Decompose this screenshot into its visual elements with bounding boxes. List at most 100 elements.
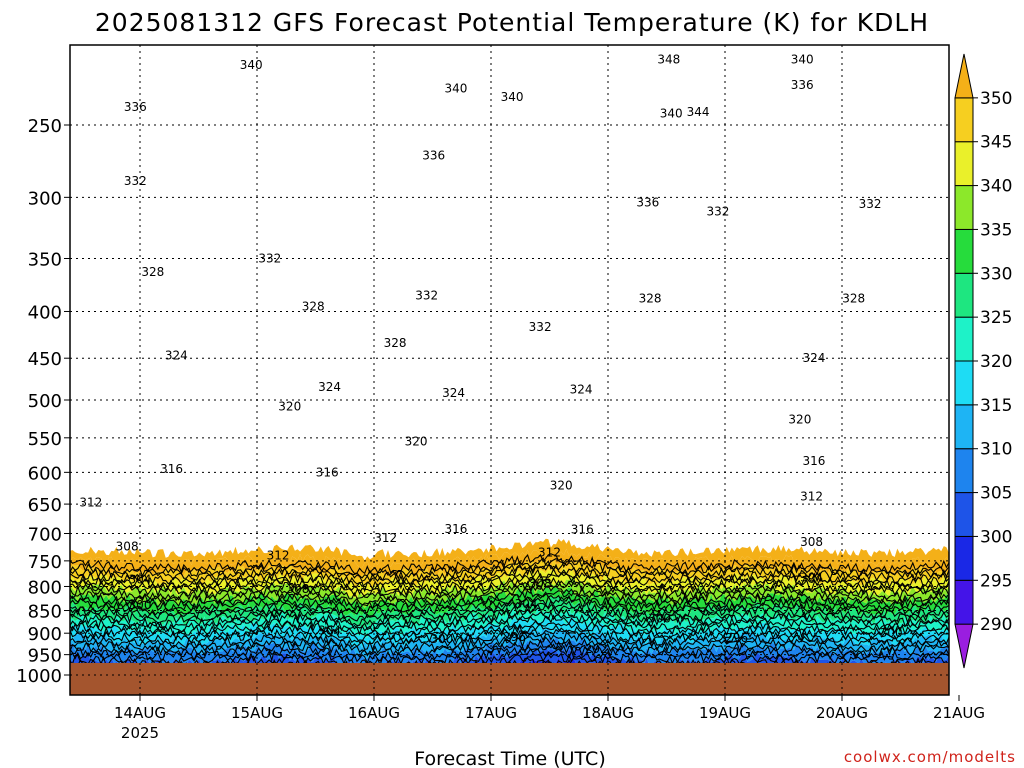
contour-label: 336 (124, 100, 147, 114)
contour-label: 300 (648, 611, 671, 625)
contour-label: 320 (278, 399, 301, 413)
contour-label: 324 (570, 383, 593, 397)
contour-line (70, 560, 949, 583)
contour-label: 340 (444, 81, 467, 95)
contour-label: 344 (687, 105, 710, 119)
y-tick-label: 950 (28, 646, 62, 667)
contour-line (70, 638, 949, 665)
contour-label: 292 (585, 642, 608, 656)
x-axis: 14AUG 2025 15AUG 16AUG 17AUG 18AUG 19AUG 20AUG 2… (114, 695, 985, 742)
colorbar-label: 290 (980, 615, 1012, 635)
contour-label: 332 (124, 174, 147, 188)
chart-title: 2025081312 GFS Forecast Potential Temper… (95, 8, 929, 37)
contour-label: 316 (316, 465, 339, 479)
color-band (70, 559, 949, 589)
colorbar-label: 335 (980, 220, 1012, 240)
colorbar-label: 305 (980, 484, 1012, 504)
contour-label: 296 (725, 631, 748, 645)
y-tick-label: 550 (28, 429, 62, 450)
contour-label: 336 (422, 149, 445, 163)
x-tick-label: 16AUG (348, 704, 400, 722)
contour-label: 340 (240, 58, 263, 72)
y-tick-label: 650 (28, 495, 62, 516)
y-tick-label: 600 (28, 463, 62, 484)
colorbar-swatch (954, 185, 974, 230)
plot-frame (69, 44, 950, 696)
contour-label: 328 (639, 291, 662, 305)
colorbar-swatch (954, 228, 974, 274)
contour-labels: 340 340 340 348 340 336 340 344 336 328 332 336 336 3… (41, 53, 903, 656)
ground-layer (70, 663, 949, 695)
colorbar-swatch (954, 448, 974, 494)
x-tick-sublabel: 2025 (121, 724, 159, 742)
credit-link[interactable]: coolwx.com/modelts (844, 748, 1016, 766)
contour-label: 304 (800, 570, 823, 584)
contour-label: 340 (791, 53, 814, 67)
contour-label: 324 (442, 386, 465, 400)
color-band (70, 538, 949, 568)
y-tick-label: 750 (28, 552, 62, 573)
contour-label: 328 (302, 299, 325, 313)
y-tick-label: 900 (28, 624, 62, 645)
contour-label: 300 (430, 632, 453, 646)
y-tick-label: 400 (28, 302, 62, 323)
contour-label: 320 (405, 434, 428, 448)
contour-label: 328 (141, 265, 164, 279)
contour-label: 332 (859, 197, 882, 211)
colorbar-label: 325 (980, 308, 1012, 328)
contour-line (70, 553, 949, 575)
contour-label: 336 (636, 196, 659, 210)
contour-label: 308 (800, 535, 823, 549)
contour-label: 304 (129, 572, 152, 586)
colorbar-label: 295 (980, 571, 1012, 591)
contour-label: 348 (657, 53, 680, 67)
contour-line (70, 606, 949, 631)
contour-label: 308 (286, 582, 309, 596)
colorbar-swatch (954, 623, 974, 669)
contour-label: 304 (318, 624, 341, 638)
colorbar-label: 320 (980, 352, 1012, 372)
colorbar-label: 315 (980, 396, 1012, 416)
colorbar-swatch (954, 53, 974, 99)
contour-label: 340 (660, 107, 683, 121)
colorbar-swatch (954, 579, 974, 625)
contour-label: 308 (116, 539, 139, 553)
contour-line (70, 643, 949, 668)
contour-label: 332 (529, 320, 552, 334)
contour-line (70, 563, 949, 588)
colorbar-swatch (954, 316, 974, 362)
contour-label: 312 (538, 545, 561, 559)
contour-label: 300 (880, 626, 903, 640)
colorbar-swatch (954, 404, 974, 450)
y-tick-label: 350 (28, 249, 62, 270)
contour-label: 332 (258, 251, 281, 265)
contour-label: 316 (802, 454, 825, 468)
y-tick-label: 1000 (16, 666, 62, 687)
x-tick-label: 14AUG (114, 704, 166, 722)
contour-line (70, 623, 949, 645)
contour-label: 308 (529, 576, 552, 590)
y-axis: 2503003504004505005506006507007508008509… (16, 116, 70, 687)
contour-label: 324 (802, 351, 825, 365)
contour-line (70, 591, 949, 615)
x-tick-label: 18AUG (582, 704, 634, 722)
contour-line (70, 595, 949, 619)
contour-label: 324 (318, 380, 341, 394)
color-band (70, 596, 949, 628)
colorbar-swatch (954, 492, 974, 537)
contour-label: 316 (571, 523, 594, 537)
x-tick-label: 20AUG (816, 704, 868, 722)
contour-line (70, 576, 949, 599)
x-tick-label: 21AUG (933, 704, 985, 722)
contour-label: 324 (165, 349, 188, 363)
contour-label: 328 (842, 291, 865, 305)
y-tick-label: 800 (28, 577, 62, 598)
contour-line (70, 631, 949, 655)
contour-label: 320 (788, 412, 811, 426)
contour-label: 332 (415, 288, 438, 302)
contour-label: 328 (41, 149, 64, 163)
y-tick-label: 450 (28, 349, 62, 370)
colorbar-swatch (954, 360, 974, 406)
contour-label: 312 (79, 495, 102, 509)
